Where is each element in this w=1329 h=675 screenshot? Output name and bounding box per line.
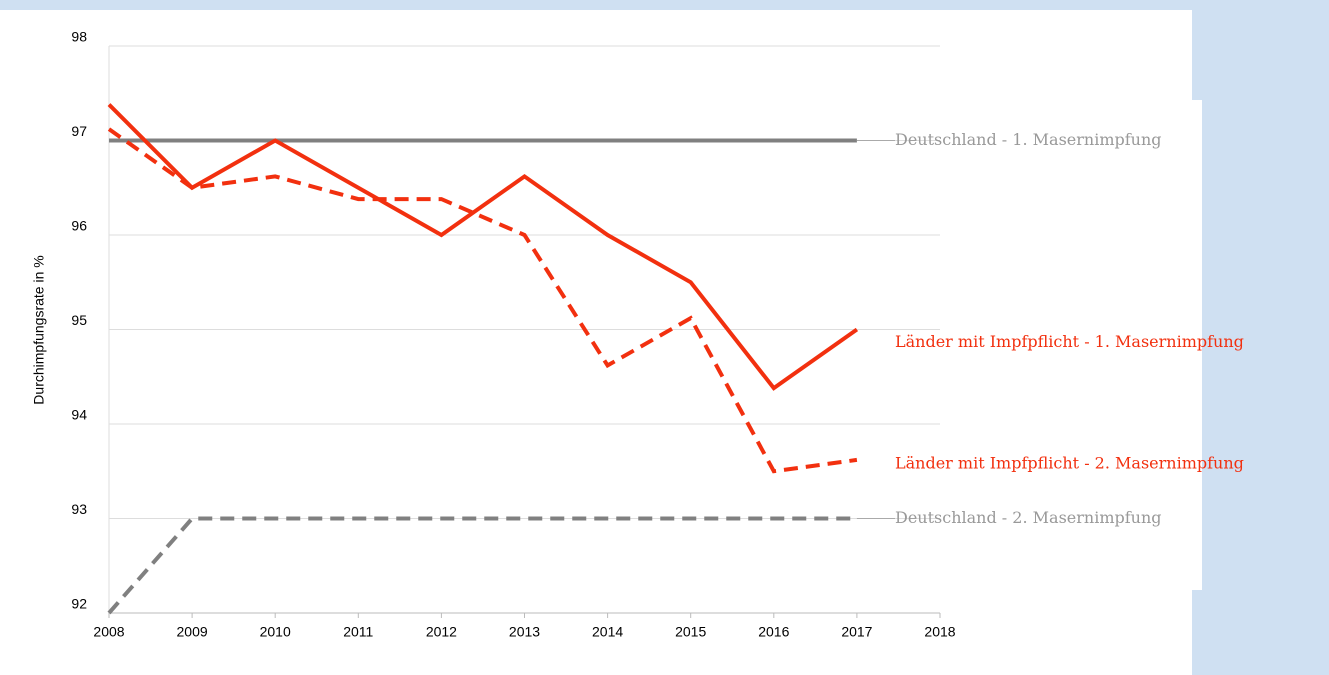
series-label: Deutschland - 1. Masernimpfung	[895, 130, 1162, 149]
x-tick-label: 2017	[841, 624, 872, 640]
y-tick-label: 98	[71, 29, 87, 45]
y-tick-label: 95	[71, 312, 87, 328]
x-tick-label: 2010	[260, 624, 291, 640]
y-tick-label: 92	[71, 596, 87, 612]
x-tick-label: 2012	[426, 624, 457, 640]
series-line	[107, 127, 858, 474]
y-tick-label: 96	[71, 218, 87, 234]
x-tick-label: 2013	[509, 624, 540, 640]
x-tick-label: 2016	[758, 624, 789, 640]
x-tick-label: 2018	[924, 624, 955, 640]
series-label: Deutschland - 2. Masernimpfung	[895, 508, 1162, 527]
y-tick-label: 97	[71, 123, 87, 139]
x-tick-label: 2015	[675, 624, 706, 640]
y-tick-label: 93	[71, 501, 87, 517]
series-line	[107, 103, 859, 391]
y-axis-title: Durchimpfungsrate in %	[31, 255, 47, 404]
label-panel	[1190, 100, 1202, 590]
series-label: Länder mit Impfpflicht - 2. Masernimpfun…	[895, 453, 1244, 472]
x-tick-label: 2008	[93, 624, 124, 640]
x-tick-label: 2011	[343, 624, 373, 640]
series-line	[107, 516, 857, 615]
x-tick-label: 2014	[592, 624, 623, 640]
y-tick-label: 94	[71, 407, 87, 423]
panel	[0, 10, 1192, 675]
x-tick-label: 2009	[177, 624, 208, 640]
series-label: Länder mit Impfpflicht - 1. Masernimpfun…	[895, 332, 1244, 351]
